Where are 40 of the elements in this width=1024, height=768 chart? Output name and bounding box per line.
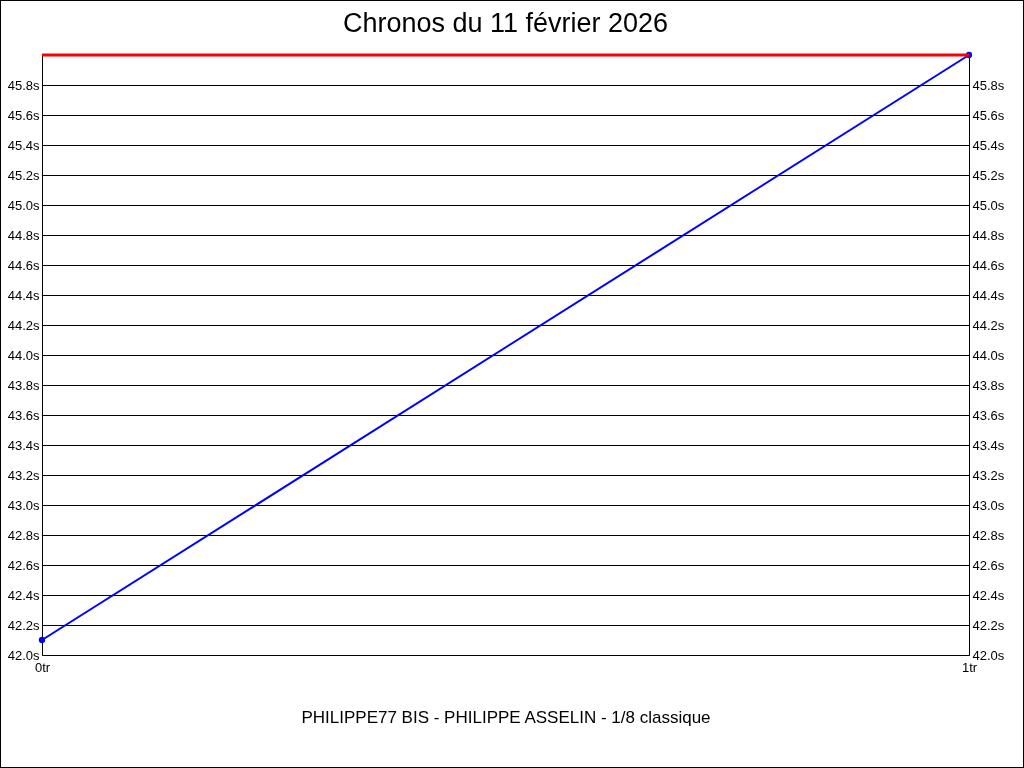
y-tick-label: 44.0s [7,347,40,363]
x-axis-title: PHILIPPE77 BIS - PHILIPPE ASSELIN - 1/8 classique [301,707,711,727]
y2-tick-label: 44.0s [972,347,1005,363]
y2-tick-label: 43.0s [972,497,1005,513]
y2-tick-label: 44.8s [972,227,1005,243]
y2-tick-label: 44.4s [972,287,1005,303]
y-tick-label: 42.4s [7,587,40,603]
y-tick-label: 45.4s [7,137,40,153]
y2-tick-label: 42.4s [972,587,1005,603]
y-tick-label: 43.6s [7,407,40,423]
y2-tick-label: 45.6s [972,107,1005,123]
y2-tick-label: 45.0s [972,197,1005,213]
y-tick-label: 45.0s [7,197,40,213]
y-tick-label: 45.6s [7,107,40,123]
y2-tick-label: 42.8s [972,527,1005,543]
y-tick-label: 45.2s [7,167,40,183]
y2-tick-label: 45.8s [972,77,1005,93]
y-tick-label: 43.4s [7,437,40,453]
y2-tick-label: 43.8s [972,377,1005,393]
y2-tick-label: 42.6s [972,557,1005,573]
y-tick-label: 43.2s [7,467,40,483]
y-tick-label: 44.4s [7,287,40,303]
y-tick-label: 43.0s [7,497,40,513]
y-tick-label: 42.2s [7,617,40,633]
y-tick-label: 44.2s [7,317,40,333]
y2-tick-label: 43.6s [972,407,1005,423]
y-tick-label: 44.8s [7,227,40,243]
y2-tick-label: 43.2s [972,467,1005,483]
y-tick-label: 42.8s [7,527,40,543]
chart-title: Chronos du 11 février 2026 [342,7,669,38]
y2-tick-label: 44.6s [972,257,1005,273]
y2-tick-label: 45.2s [972,167,1005,183]
y2-tick-label: 45.4s [972,137,1005,153]
y-tick-label: 42.6s [7,557,40,573]
y2-tick-label: 44.2s [972,317,1005,333]
y-tick-label: 43.8s [7,377,40,393]
y2-tick-label: 42.2s [972,617,1005,633]
y2-tick-label: 43.4s [972,437,1005,453]
y-tick-label: 45.8s [7,77,40,93]
y-tick-label: 44.6s [7,257,40,273]
